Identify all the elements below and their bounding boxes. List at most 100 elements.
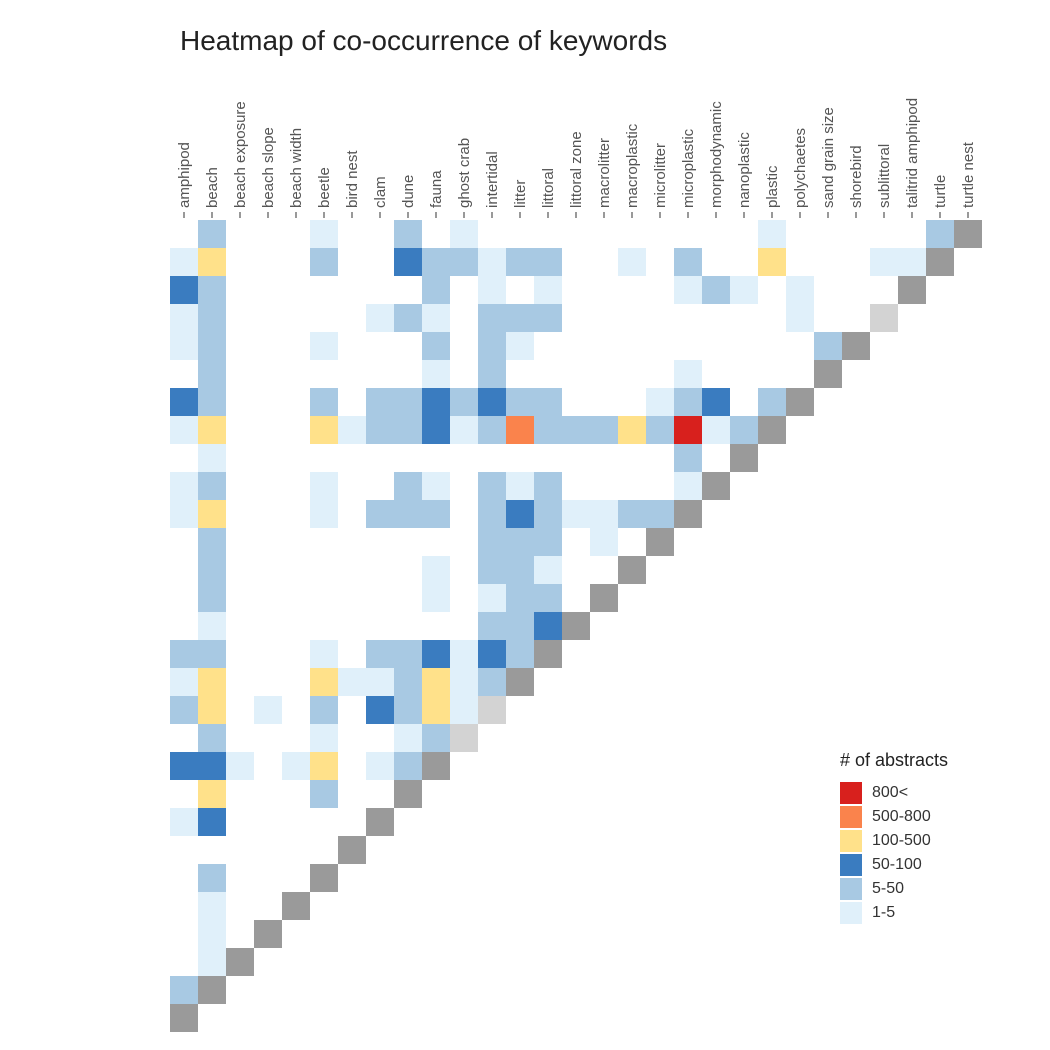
heatmap-cell: [534, 612, 562, 640]
heatmap-cell: [674, 444, 702, 472]
heatmap-cell: [786, 304, 814, 332]
x-axis-label: clam: [372, 176, 389, 208]
heatmap-cell: [422, 276, 450, 304]
heatmap-cell: [366, 500, 394, 528]
heatmap-cell: [534, 416, 562, 444]
heatmap-cell: [198, 780, 226, 808]
heatmap-cell: [674, 360, 702, 388]
heatmap-cell: [562, 500, 590, 528]
heatmap-cell: [198, 752, 226, 780]
x-axis-label: macrolitter: [596, 138, 613, 208]
heatmap-cell: [310, 752, 338, 780]
x-axis-label: intertidal: [484, 151, 501, 208]
heatmap-cell: [478, 528, 506, 556]
x-axis-label: sublittoral: [876, 144, 893, 208]
heatmap-cell: [170, 640, 198, 668]
x-axis-label: nanoplastic: [736, 132, 753, 208]
heatmap-diagonal-cell: [478, 696, 506, 724]
legend-item: 100-500: [840, 829, 948, 853]
heatmap-cell: [506, 416, 534, 444]
heatmap-cell: [450, 668, 478, 696]
x-axis-label: bird nest: [344, 150, 361, 208]
heatmap-cell: [198, 388, 226, 416]
heatmap-cell: [170, 808, 198, 836]
heatmap-diagonal-cell: [282, 892, 310, 920]
heatmap-cell: [198, 696, 226, 724]
heatmap-diagonal-cell: [310, 864, 338, 892]
heatmap-cell: [422, 724, 450, 752]
heatmap-cell: [170, 248, 198, 276]
heatmap-cell: [478, 388, 506, 416]
heatmap-cell: [478, 640, 506, 668]
heatmap-diagonal-cell: [618, 556, 646, 584]
heatmap-cell: [310, 780, 338, 808]
heatmap-cell: [366, 752, 394, 780]
heatmap-cell: [394, 724, 422, 752]
heatmap-cell: [394, 220, 422, 248]
x-axis-label: littoral: [540, 168, 557, 208]
heatmap-cell: [198, 500, 226, 528]
legend-label: 100-500: [872, 832, 931, 850]
heatmap-cell: [198, 640, 226, 668]
heatmap-diagonal-cell: [394, 780, 422, 808]
heatmap-cell: [170, 976, 198, 1004]
heatmap-cell: [702, 388, 730, 416]
heatmap-diagonal-cell: [786, 388, 814, 416]
heatmap-cell: [702, 416, 730, 444]
heatmap-cell: [450, 696, 478, 724]
heatmap-diagonal-cell: [338, 836, 366, 864]
heatmap-cell: [618, 500, 646, 528]
heatmap-diagonal-cell: [954, 220, 982, 248]
heatmap-cell: [198, 248, 226, 276]
heatmap-cell: [562, 416, 590, 444]
heatmap-diagonal-cell: [170, 1004, 198, 1032]
legend-label: 50-100: [872, 856, 922, 874]
heatmap-cell: [422, 472, 450, 500]
heatmap-cell: [506, 332, 534, 360]
chart-title: Heatmap of co-occurrence of keywords: [180, 25, 667, 57]
legend-swatch: [840, 854, 862, 876]
heatmap-cell: [198, 864, 226, 892]
heatmap-cell: [478, 472, 506, 500]
heatmap-cell: [534, 472, 562, 500]
heatmap-cell: [198, 892, 226, 920]
heatmap-cell: [478, 360, 506, 388]
x-axis-label: talitrid amphipod: [904, 98, 921, 208]
heatmap-cell: [422, 388, 450, 416]
heatmap-cell: [478, 304, 506, 332]
heatmap-cell: [422, 304, 450, 332]
legend-label: 5-50: [872, 880, 904, 898]
heatmap-cell: [198, 276, 226, 304]
heatmap-cell: [394, 304, 422, 332]
heatmap-diagonal-cell: [898, 276, 926, 304]
heatmap-cell: [478, 500, 506, 528]
x-axis-label: polychaetes: [792, 128, 809, 208]
heatmap-cell: [198, 668, 226, 696]
heatmap-cell: [394, 472, 422, 500]
heatmap-diagonal-cell: [926, 248, 954, 276]
heatmap-cell: [366, 388, 394, 416]
heatmap-cell: [198, 584, 226, 612]
heatmap-cell: [506, 304, 534, 332]
heatmap-cell: [450, 248, 478, 276]
heatmap-cell: [422, 668, 450, 696]
heatmap-cell: [674, 276, 702, 304]
heatmap-diagonal-cell: [226, 948, 254, 976]
heatmap-cell: [422, 360, 450, 388]
heatmap-cell: [198, 332, 226, 360]
heatmap-diagonal-cell: [198, 976, 226, 1004]
heatmap-cell: [366, 416, 394, 444]
heatmap-cell: [590, 500, 618, 528]
x-axis-label: macroplastic: [624, 123, 641, 208]
heatmap-cell: [674, 388, 702, 416]
x-axis-label: microplastic: [680, 128, 697, 208]
heatmap-diagonal-cell: [758, 416, 786, 444]
heatmap-cell: [310, 696, 338, 724]
heatmap-cell: [310, 220, 338, 248]
heatmap-cell: [478, 276, 506, 304]
heatmap-cell: [758, 388, 786, 416]
heatmap-diagonal-cell: [254, 920, 282, 948]
heatmap-cell: [170, 304, 198, 332]
heatmap-cell: [338, 416, 366, 444]
heatmap-cell: [618, 248, 646, 276]
